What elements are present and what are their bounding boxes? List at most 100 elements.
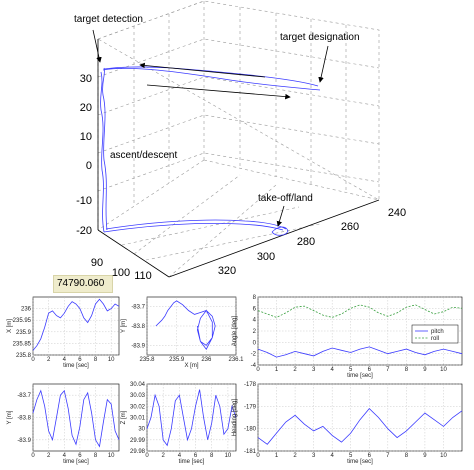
x-tick-label: 8 — [94, 357, 98, 363]
x-tick: 90 — [91, 257, 103, 269]
y-tick-label: 2 — [253, 329, 257, 335]
y-tick-label: -83.9 — [131, 343, 145, 349]
annotation-arrows — [92, 29, 329, 227]
x-tick-label: 2 — [293, 453, 297, 459]
x-tick-label: 235.9 — [169, 357, 185, 363]
x-tick-label: 10 — [440, 367, 447, 373]
y-tick-label: 30.03 — [130, 393, 146, 399]
x-tick-label: 10 — [440, 453, 447, 459]
x-vs-time-plot: 0 2 4 6 8 10 235.8 235.85 235.9 235.95 236 time [se… — [7, 296, 120, 369]
x-tick-label: 0 — [31, 357, 35, 363]
x-axis-label: time [sec] — [179, 459, 205, 465]
y-tick: 240 — [388, 207, 406, 219]
z-tick: 10 — [80, 131, 92, 143]
z-axis-ticks: 30 20 10 0 -10 -20 — [76, 73, 92, 237]
x-tick-label: 10 — [108, 453, 115, 459]
y-tick: 320 — [218, 265, 236, 277]
arrow-detection — [92, 29, 102, 63]
y-axis-ticks: 320 300 280 260 240 — [218, 207, 406, 277]
y-tick-label: -180 — [244, 427, 257, 433]
x-tick-label: 9 — [423, 453, 427, 459]
y-tick: 260 — [341, 221, 359, 233]
y-tick-label: 235.9 — [16, 330, 32, 336]
time-readout: 74790.060 — [53, 275, 113, 293]
x-tick-label: 5 — [349, 453, 353, 459]
x-tick-label: 4 — [63, 357, 67, 363]
y-tick-label: 6 — [253, 306, 257, 312]
x-tick-label: 235.8 — [139, 357, 155, 363]
climb-segment-2 — [102, 67, 108, 231]
base-segment — [103, 223, 284, 233]
y-axis-label: Y [m] — [7, 410, 13, 424]
y-axis-label: Angle [deg] — [232, 315, 238, 346]
y-tick-label: 29.98 — [130, 449, 146, 455]
x-tick-label: 5 — [349, 367, 353, 373]
y-tick-label: -83.8 — [17, 416, 31, 422]
arrow-takeoff — [276, 205, 285, 227]
axes-3d — [97, 39, 380, 278]
heading-vs-time-plot: 0 1 2 3 4 5 6 7 8 9 10 -178 -179 -180 -181 time [sec] He… — [232, 382, 463, 465]
x-tick-label: 236.1 — [228, 357, 244, 363]
x-tick-label: 2 — [293, 367, 297, 373]
y-tick: 280 — [297, 236, 315, 248]
annotations: target detection target designation asce… — [74, 14, 360, 204]
arrow-transit-out — [146, 84, 291, 100]
x-tick-label: 2 — [162, 453, 166, 459]
y-tick-label: 8 — [253, 295, 257, 301]
y-tick: 300 — [257, 251, 275, 263]
x-tick-label: 2 — [47, 357, 51, 363]
legend-entry: pitch — [431, 329, 444, 335]
x-tick-label: 7 — [386, 367, 390, 373]
series-line — [146, 389, 237, 447]
annotation-take-off-land: take-off/land — [258, 193, 313, 204]
x-tick-label: 8 — [94, 453, 98, 459]
x-tick-label: 3 — [312, 367, 316, 373]
x-axis-label: time [sec] — [347, 459, 373, 465]
arrow-designation — [318, 45, 329, 83]
x-axis-ticks: 90 100 110 — [91, 257, 152, 282]
series-line — [155, 300, 216, 350]
x-tick: 100 — [112, 267, 130, 279]
x-tick-label: 4 — [331, 367, 335, 373]
y-tick-label: 4 — [253, 318, 257, 324]
x-tick-label: 6 — [194, 453, 198, 459]
x-tick-label: 10 — [108, 357, 115, 363]
x-axis-label: time [sec] — [63, 363, 89, 369]
y-tick-label: 235.95 — [13, 318, 32, 324]
legend-entry: roll — [431, 336, 439, 342]
plot-frame — [32, 296, 120, 356]
y-tick-label: -83.9 — [17, 438, 31, 444]
angles-vs-time-plot: 0 1 2 3 4 5 6 7 8 9 10 -4 -2 0 2 4 6 8 time [sec] Angle [de… — [232, 295, 463, 379]
y-tick-label: -181 — [244, 449, 257, 455]
arrow-transit-back — [139, 62, 266, 78]
y-axis-label: Z [m] — [121, 410, 127, 424]
y-tick-label: -179 — [244, 404, 257, 410]
legend-box — [411, 324, 459, 344]
y-tick-label: 0 — [253, 340, 257, 346]
x-tick-label: 0 — [256, 367, 260, 373]
x-tick-label: 10 — [225, 453, 232, 459]
y-vs-x-plot: 235.8 235.9 236 236.1 -83.7 -83.8 -83.9 X [m] Y … — [121, 296, 244, 369]
y-axis-label: Heading [deg] — [232, 398, 238, 436]
z-tick: 0 — [86, 160, 92, 172]
y-tick-label: 235.85 — [13, 341, 32, 347]
series-line — [32, 389, 120, 448]
z-tick: -10 — [76, 195, 92, 207]
y-axis-label: Y [m] — [121, 319, 127, 333]
x-tick-label: 6 — [78, 357, 82, 363]
x-tick-label: 6 — [78, 453, 82, 459]
x-tick-label: 0 — [145, 453, 149, 459]
z-tick: 30 — [80, 73, 92, 85]
series-line — [257, 408, 463, 445]
y-tick-label: 235.8 — [16, 353, 32, 359]
annotation-target-detection: target detection — [74, 14, 143, 25]
x-tick-label: 4 — [178, 453, 182, 459]
transit-back — [103, 66, 319, 87]
base-segment-2 — [105, 219, 287, 230]
y-tick-label: 30.04 — [130, 382, 146, 388]
x-tick-label: 4 — [331, 453, 335, 459]
y-tick-label: 29.99 — [130, 438, 146, 444]
x-tick-label: 2 — [47, 453, 51, 459]
x-axis-label: time [sec] — [347, 373, 373, 379]
